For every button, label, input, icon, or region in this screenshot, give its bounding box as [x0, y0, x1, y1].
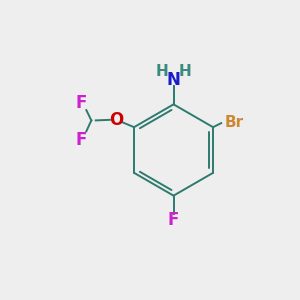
Text: Br: Br: [225, 115, 244, 130]
Text: H: H: [178, 64, 191, 79]
Text: H: H: [156, 64, 169, 79]
Text: O: O: [109, 111, 124, 129]
Text: F: F: [168, 211, 179, 229]
Text: N: N: [167, 71, 181, 89]
Text: F: F: [75, 130, 87, 148]
Text: F: F: [75, 94, 87, 112]
